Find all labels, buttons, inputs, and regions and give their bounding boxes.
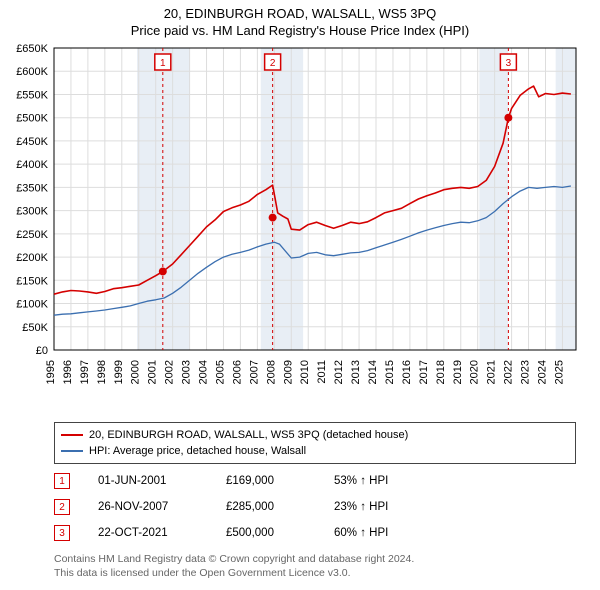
svg-text:£300K: £300K (16, 206, 48, 218)
svg-text:2021: 2021 (486, 360, 498, 384)
legend-label: HPI: Average price, detached house, Wals… (89, 445, 306, 457)
svg-text:2004: 2004 (198, 360, 210, 384)
sales-row: 2 26-NOV-2007 £285,000 23% ↑ HPI (54, 494, 576, 520)
svg-text:1999: 1999 (113, 360, 125, 384)
footnote-line2: This data is licensed under the Open Gov… (54, 566, 588, 580)
svg-text:3: 3 (506, 58, 512, 69)
svg-text:2022: 2022 (503, 360, 515, 384)
chart-container: 20, EDINBURGH ROAD, WALSALL, WS5 3PQ Pri… (0, 0, 600, 580)
sale-price: £169,000 (226, 475, 306, 487)
titles: 20, EDINBURGH ROAD, WALSALL, WS5 3PQ Pri… (0, 0, 600, 40)
legend-swatch (61, 434, 83, 436)
svg-text:2: 2 (270, 58, 276, 69)
sale-date: 01-JUN-2001 (98, 475, 198, 487)
svg-text:1: 1 (160, 58, 166, 69)
legend-swatch (61, 450, 83, 452)
footnote: Contains HM Land Registry data © Crown c… (54, 552, 588, 580)
legend-item: 20, EDINBURGH ROAD, WALSALL, WS5 3PQ (de… (61, 427, 569, 443)
svg-text:£650K: £650K (16, 43, 48, 55)
svg-text:£50K: £50K (22, 322, 48, 334)
svg-text:2013: 2013 (350, 360, 362, 384)
footnote-line1: Contains HM Land Registry data © Crown c… (54, 552, 588, 566)
chart-svg: £0 £50K £100K £150K £200K £250K £300K £350K £400… (0, 40, 600, 420)
svg-text:2000: 2000 (130, 360, 142, 384)
legend-item: HPI: Average price, detached house, Wals… (61, 443, 569, 459)
svg-text:2007: 2007 (248, 360, 260, 384)
svg-text:£100K: £100K (16, 299, 48, 311)
svg-text:£450K: £450K (16, 136, 48, 148)
svg-text:£150K: £150K (16, 275, 48, 287)
sale-badge: 3 (54, 525, 70, 541)
sales-row: 1 01-JUN-2001 £169,000 53% ↑ HPI (54, 468, 576, 494)
sale-badge: 2 (54, 499, 70, 515)
svg-text:£500K: £500K (16, 113, 48, 125)
sale-badge: 1 (54, 473, 70, 489)
svg-text:2023: 2023 (520, 360, 532, 384)
svg-text:2025: 2025 (553, 360, 565, 384)
sale-date: 26-NOV-2007 (98, 501, 198, 513)
svg-text:2015: 2015 (384, 360, 396, 384)
svg-text:2014: 2014 (367, 360, 379, 384)
legend: 20, EDINBURGH ROAD, WALSALL, WS5 3PQ (de… (54, 422, 576, 464)
title-line1: 20, EDINBURGH ROAD, WALSALL, WS5 3PQ (8, 6, 592, 21)
svg-text:2017: 2017 (418, 360, 430, 384)
title-line2: Price paid vs. HM Land Registry's House … (8, 23, 592, 38)
legend-label: 20, EDINBURGH ROAD, WALSALL, WS5 3PQ (de… (89, 429, 408, 441)
svg-text:2005: 2005 (214, 360, 226, 384)
svg-text:£200K: £200K (16, 252, 48, 264)
sale-date: 22-OCT-2021 (98, 527, 198, 539)
svg-text:2006: 2006 (231, 360, 243, 384)
svg-text:2008: 2008 (265, 360, 277, 384)
svg-text:2010: 2010 (299, 360, 311, 384)
svg-text:2019: 2019 (452, 360, 464, 384)
svg-text:2024: 2024 (536, 360, 548, 384)
svg-text:2003: 2003 (181, 360, 193, 384)
svg-text:£600K: £600K (16, 66, 48, 78)
sale-note: 60% ↑ HPI (334, 527, 388, 539)
svg-text:2018: 2018 (435, 360, 447, 384)
svg-text:£400K: £400K (16, 159, 48, 171)
svg-text:1996: 1996 (62, 360, 74, 384)
svg-text:£350K: £350K (16, 182, 48, 194)
svg-text:2002: 2002 (164, 360, 176, 384)
svg-text:2011: 2011 (316, 360, 328, 384)
svg-text:2009: 2009 (282, 360, 294, 384)
svg-text:£0: £0 (36, 345, 48, 357)
sales-table: 1 01-JUN-2001 £169,000 53% ↑ HPI 2 26-NO… (54, 468, 576, 546)
svg-text:2016: 2016 (401, 360, 413, 384)
svg-text:1997: 1997 (79, 360, 91, 384)
svg-text:2012: 2012 (333, 360, 345, 384)
svg-text:1998: 1998 (96, 360, 108, 384)
sale-price: £285,000 (226, 501, 306, 513)
sale-note: 53% ↑ HPI (334, 475, 388, 487)
svg-text:2001: 2001 (147, 360, 159, 384)
sale-note: 23% ↑ HPI (334, 501, 388, 513)
svg-text:£550K: £550K (16, 89, 48, 101)
chart: £0 £50K £100K £150K £200K £250K £300K £350K £400… (0, 40, 600, 420)
sale-price: £500,000 (226, 527, 306, 539)
sales-row: 3 22-OCT-2021 £500,000 60% ↑ HPI (54, 520, 576, 546)
svg-text:£250K: £250K (16, 229, 48, 241)
svg-text:1995: 1995 (45, 360, 57, 384)
svg-text:2020: 2020 (469, 360, 481, 384)
